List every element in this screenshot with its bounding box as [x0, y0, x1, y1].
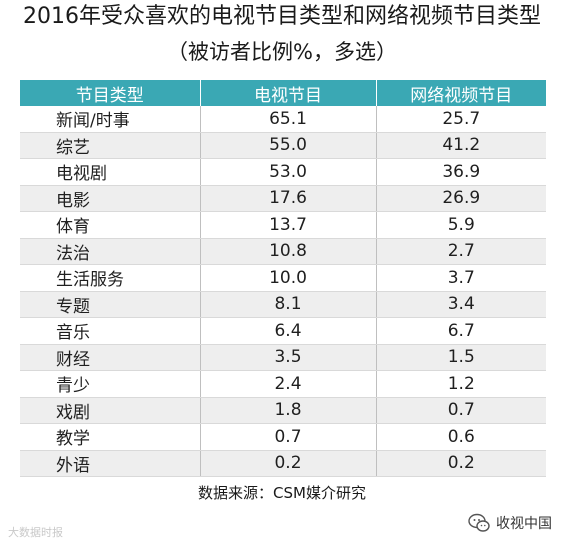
cell-online-value: 0.6	[375, 423, 546, 451]
cell-online-value: 2.7	[375, 238, 546, 265]
cell-category: 专题	[20, 291, 200, 318]
cell-tv-value: 0.2	[199, 450, 376, 477]
cell-category: 财经	[20, 344, 200, 371]
cell-tv-value: 10.0	[199, 264, 376, 292]
data-source: 数据来源：CSM媒介研究	[198, 484, 366, 502]
data-table: 节目类型 电视节目 网络视频节目 新闻/时事 65.1 25.7 综艺 55.0 41.2…	[20, 80, 546, 477]
table-row: 法治 10.8 2.7	[20, 238, 546, 265]
watermark-right: 收视中国	[468, 512, 552, 534]
cell-tv-value: 17.6	[199, 185, 376, 212]
cell-online-value: 5.9	[375, 211, 546, 239]
cell-tv-value: 10.8	[199, 238, 376, 265]
cell-online-value: 6.7	[375, 317, 546, 345]
table-row: 新闻/时事 65.1 25.7	[20, 106, 546, 133]
header-tv: 电视节目	[200, 80, 377, 106]
table-row: 电影 17.6 26.9	[20, 185, 546, 212]
table-row: 财经 3.5 1.5	[20, 344, 546, 371]
cell-online-value: 3.7	[375, 264, 546, 292]
table-row: 专题 8.1 3.4	[20, 291, 546, 318]
cell-online-value: 36.9	[375, 158, 546, 186]
cell-category: 外语	[20, 450, 200, 477]
table-row: 音乐 6.4 6.7	[20, 317, 546, 345]
cell-online-value: 0.2	[375, 450, 546, 477]
cell-tv-value: 3.5	[199, 344, 376, 371]
cell-online-value: 1.5	[375, 344, 546, 371]
cell-online-value: 0.7	[375, 397, 546, 424]
cell-category: 青少	[20, 370, 200, 398]
cell-online-value: 26.9	[375, 185, 546, 212]
chart-subtitle: （被访者比例%，多选）	[167, 40, 397, 64]
watermark-right-text: 收视中国	[496, 516, 552, 532]
cell-online-value: 3.4	[375, 291, 546, 318]
table-row: 电视剧 53.0 36.9	[20, 158, 546, 186]
table-body: 新闻/时事 65.1 25.7 综艺 55.0 41.2 电视剧 53.0 36.9 电影 17.6…	[20, 106, 546, 477]
table-row: 综艺 55.0 41.2	[20, 132, 546, 159]
cell-online-value: 41.2	[375, 132, 546, 159]
header-online: 网络视频节目	[376, 80, 546, 106]
wechat-icon	[468, 513, 490, 532]
cell-category: 综艺	[20, 132, 200, 159]
table-row: 青少 2.4 1.2	[20, 370, 546, 398]
cell-tv-value: 2.4	[199, 370, 376, 398]
cell-online-value: 25.7	[375, 106, 546, 133]
cell-tv-value: 65.1	[199, 106, 376, 133]
cell-category: 新闻/时事	[20, 106, 200, 133]
cell-online-value: 1.2	[375, 370, 546, 398]
chart-title: 2016年受众喜欢的电视节目类型和网络视频节目类型	[23, 4, 541, 29]
cell-category: 生活服务	[20, 264, 200, 292]
table-row: 戏剧 1.8 0.7	[20, 397, 546, 424]
cell-tv-value: 53.0	[199, 158, 376, 186]
cell-tv-value: 55.0	[199, 132, 376, 159]
cell-category: 体育	[20, 211, 200, 239]
table-header-row: 节目类型 电视节目 网络视频节目	[20, 80, 546, 106]
cell-tv-value: 8.1	[199, 291, 376, 318]
cell-category: 音乐	[20, 317, 200, 345]
table-row: 外语 0.2 0.2	[20, 450, 546, 477]
cell-category: 戏剧	[20, 397, 200, 424]
header-category: 节目类型	[20, 80, 201, 106]
watermark-left: 大数据时报	[8, 526, 63, 539]
cell-tv-value: 0.7	[199, 423, 376, 451]
cell-category: 电影	[20, 185, 200, 212]
table-row: 教学 0.7 0.6	[20, 423, 546, 451]
cell-category: 法治	[20, 238, 200, 265]
cell-category: 教学	[20, 423, 200, 451]
table-row: 体育 13.7 5.9	[20, 211, 546, 239]
cell-tv-value: 1.8	[199, 397, 376, 424]
cell-tv-value: 6.4	[199, 317, 376, 345]
table-row: 生活服务 10.0 3.7	[20, 264, 546, 292]
cell-tv-value: 13.7	[199, 211, 376, 239]
cell-category: 电视剧	[20, 158, 200, 186]
